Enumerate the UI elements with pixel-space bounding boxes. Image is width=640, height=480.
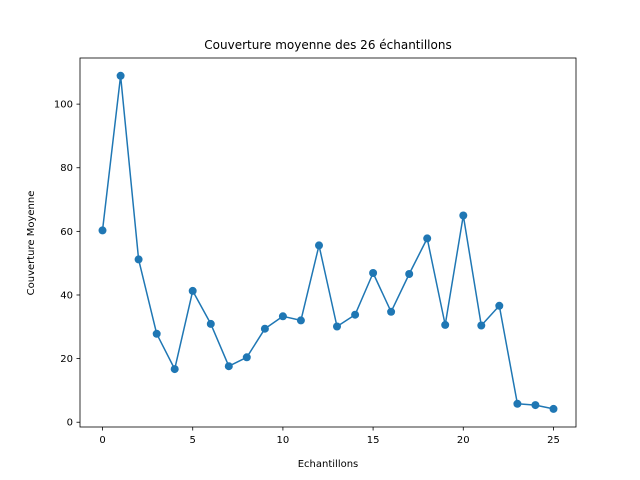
- data-point-5: [188, 286, 197, 295]
- y-axis-label: Couverture Moyenne: [26, 191, 37, 296]
- x-tick-label-0: 0: [99, 435, 105, 446]
- data-point-23: [513, 399, 522, 408]
- series-line: [101, 75, 554, 410]
- data-point-14: [351, 310, 360, 319]
- data-point-16: [387, 307, 396, 316]
- data-point-6: [206, 319, 215, 328]
- data-point-9: [260, 324, 269, 333]
- data-point-20: [459, 211, 468, 220]
- y-tick-label-80: 80: [60, 163, 73, 174]
- x-tick-label-25: 25: [547, 435, 560, 446]
- plot-area: 0 5 10 15 20 25 0 20 40 60 80 100: [54, 57, 577, 446]
- y-tick-label-60: 60: [60, 227, 73, 238]
- x-tick-label-20: 20: [457, 435, 470, 446]
- data-point-2: [134, 255, 143, 264]
- data-point-8: [242, 353, 251, 362]
- data-point-1: [116, 71, 125, 80]
- data-point-22: [495, 301, 504, 310]
- data-point-17: [405, 270, 414, 278]
- x-tick-label-10: 10: [277, 435, 290, 446]
- data-point-15: [369, 269, 378, 277]
- y-tick-label-40: 40: [60, 290, 73, 301]
- y-tick-label-0: 0: [67, 418, 73, 429]
- data-point-19: [441, 320, 450, 329]
- data-point-3: [152, 329, 161, 338]
- data-point-25: [549, 404, 558, 413]
- data-point-18: [423, 234, 432, 243]
- data-point-4: [170, 365, 179, 374]
- x-axis-label: Echantillons: [298, 459, 359, 470]
- data-point-0: [98, 226, 107, 235]
- chart-title: Couverture moyenne des 26 échantillons: [204, 38, 451, 52]
- y-tick-label-100: 100: [54, 100, 73, 111]
- data-point-13: [333, 322, 341, 331]
- axes-frame: [79, 57, 577, 428]
- x-tick-label-15: 15: [367, 435, 380, 446]
- data-point-7: [224, 362, 233, 371]
- x-tick-label-5: 5: [190, 435, 196, 446]
- data-point-10: [278, 312, 287, 321]
- data-point-12: [315, 241, 323, 250]
- y-tick-label-20: 20: [60, 354, 73, 365]
- data-point-24: [531, 401, 540, 410]
- data-point-11: [296, 316, 305, 325]
- data-point-21: [477, 321, 486, 330]
